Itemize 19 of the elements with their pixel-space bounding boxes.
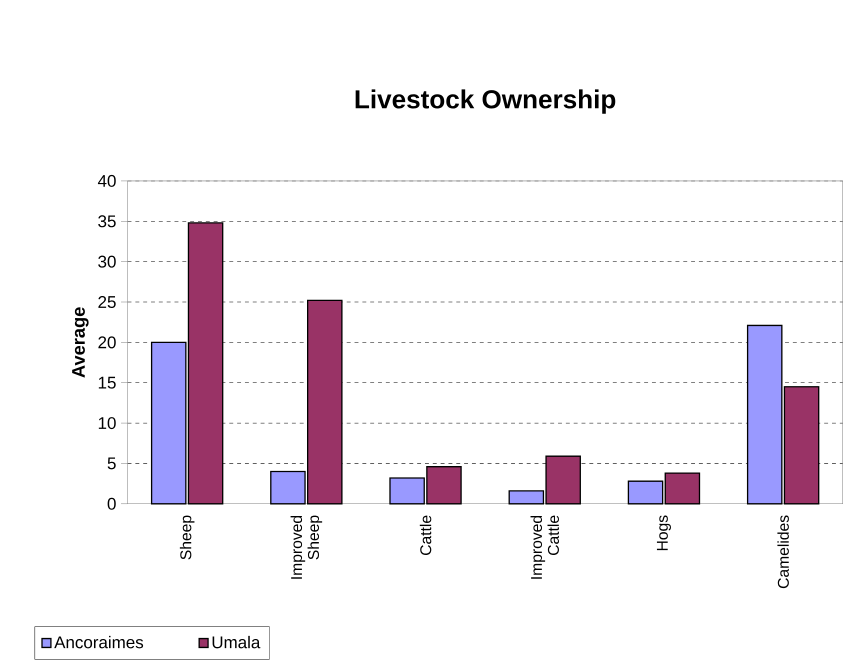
y-tick-label: 20	[98, 336, 116, 349]
y-tick-label: 35	[98, 216, 116, 228]
legend-label: Ancoraimes	[54, 636, 144, 649]
x-tick-label: Improved Cattle	[530, 516, 559, 579]
y-tick-label: 10	[98, 417, 116, 430]
x-tick-label: Sheep	[180, 516, 194, 560]
y-tick-label: 5	[108, 458, 116, 470]
y-axis-title: Average	[72, 308, 89, 378]
legend-label: Umala	[212, 636, 260, 649]
x-tick-label: Hogs	[656, 516, 671, 550]
y-tick-label: 15	[98, 377, 116, 389]
y-tick-label: 0	[108, 498, 116, 510]
chart-title: Livestock Ownership	[356, 90, 616, 114]
y-tick-label: 40	[98, 175, 116, 188]
x-tick-label: Cattle	[420, 516, 432, 556]
y-tick-label: 25	[98, 296, 116, 308]
y-tick-label: 30	[98, 256, 116, 268]
x-tick-label: Camelides	[777, 516, 789, 588]
x-tick-label: Improved Sheep	[290, 516, 322, 579]
